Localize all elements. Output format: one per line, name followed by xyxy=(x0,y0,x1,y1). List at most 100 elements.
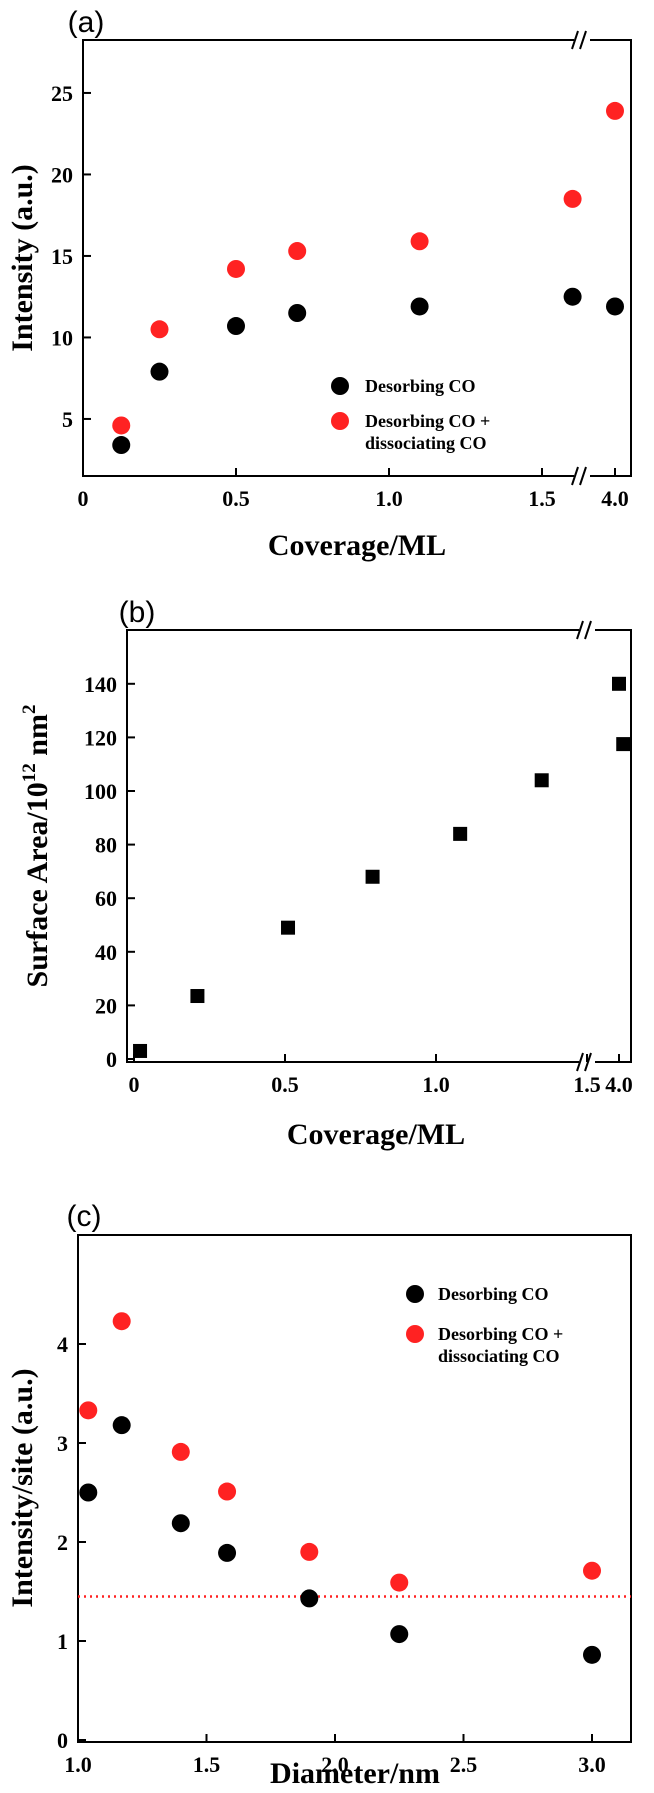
y-tick-label: 5 xyxy=(62,407,73,432)
y-tick-label: 25 xyxy=(51,81,73,106)
y-tick-label: 4 xyxy=(57,1332,68,1357)
legend-marker xyxy=(406,1325,424,1343)
x-tick-label: 1.5 xyxy=(528,486,556,511)
y-tick-label: 120 xyxy=(84,725,117,750)
y-tick-label: 1 xyxy=(57,1629,68,1654)
data-point xyxy=(288,242,307,261)
y-tick-label: 40 xyxy=(95,940,117,965)
x-tick-label: 0.5 xyxy=(271,1072,299,1097)
data-point xyxy=(410,297,429,316)
legend: Desorbing CO Desorbing CO + dissociating C… xyxy=(331,376,490,453)
data-point xyxy=(112,1416,131,1435)
data-point xyxy=(150,362,169,381)
x-tick-label: 1.0 xyxy=(422,1072,450,1097)
y-tick-label: 0 xyxy=(106,1047,117,1072)
x-tick-label: 0.5 xyxy=(222,486,250,511)
x-tick-label: 1.0 xyxy=(375,486,403,511)
axis-break-mark xyxy=(571,466,579,486)
x-tick-label: 4.0 xyxy=(605,1072,633,1097)
chart-panel-c: (c) 1.0 1.5 2.0 2.5 3.0 0 1 2 3 4 Diameter/nm Intens… xyxy=(6,1200,632,1790)
y-tick-label: 100 xyxy=(84,779,117,804)
legend-label: Desorbing CO xyxy=(438,1284,549,1304)
legend-label: Desorbing CO + dissociating CO xyxy=(365,411,490,453)
chart-panel-a: (a) 0 0.5 1.0 1.5 4.0 5 10 15 20 25 Coverage/ML Inte… xyxy=(6,6,632,562)
series-1 xyxy=(112,287,624,455)
x-axis-title: Coverage/ML xyxy=(287,1118,465,1151)
y-axis-title: Surface Area/1012 nm2 xyxy=(19,705,54,988)
chart-panel-b: (b)00.51.01.52.04.0020406080100120140Cov… xyxy=(19,596,633,1151)
data-point xyxy=(171,1442,190,1461)
series-1 xyxy=(79,1416,601,1664)
panel-label: (b) xyxy=(119,596,156,629)
y-tick-label: 2 xyxy=(57,1530,68,1555)
legend: Desorbing CO Desorbing CO + dissociating C… xyxy=(406,1284,563,1366)
data-point xyxy=(365,869,380,884)
data-point xyxy=(616,737,631,752)
data-point xyxy=(410,232,429,251)
axis-break-mark xyxy=(579,30,587,50)
data-point xyxy=(171,1514,190,1533)
legend-marker xyxy=(331,412,349,430)
legend-marker xyxy=(406,1285,424,1303)
legend-label: Desorbing CO + dissociating CO xyxy=(438,1324,563,1366)
data-point xyxy=(583,1645,601,1664)
panel-label: (c) xyxy=(67,1200,102,1233)
data-point xyxy=(453,826,468,841)
axis-break-mark xyxy=(579,466,587,486)
data-point xyxy=(583,1561,601,1580)
data-point xyxy=(563,287,582,306)
legend-marker xyxy=(331,377,349,395)
x-tick-label: 1.5 xyxy=(193,1752,221,1777)
data-point xyxy=(534,773,549,788)
x-tick-label: 2.5 xyxy=(450,1752,478,1777)
y-axis-title: Intensity (a.u.) xyxy=(6,164,39,352)
y-axis-title-exponent: 12 xyxy=(19,763,40,782)
x-tick-label: 0 xyxy=(129,1072,140,1097)
plot-frame xyxy=(126,629,632,1063)
data-point xyxy=(190,989,205,1004)
data-point xyxy=(79,1483,98,1502)
data-point xyxy=(227,317,245,336)
y-tick-label: 20 xyxy=(51,162,73,187)
panel-label: (a) xyxy=(68,6,105,39)
x-tick-label: 1.0 xyxy=(64,1752,92,1777)
y-axis-title-main: Intensity/site (a.u.) xyxy=(6,1368,39,1607)
data-point xyxy=(300,1542,319,1561)
data-point xyxy=(606,101,624,120)
data-point xyxy=(390,1573,409,1592)
data-point xyxy=(288,304,307,322)
x-tick-label: 3.0 xyxy=(578,1752,606,1777)
series-1 xyxy=(133,676,631,1058)
data-point xyxy=(133,1043,148,1058)
data-point xyxy=(79,1401,98,1420)
plot-frame xyxy=(77,1234,632,1743)
x-axis-title: Diameter/nm xyxy=(270,1757,440,1790)
data-point xyxy=(218,1482,237,1501)
y-tick-label: 140 xyxy=(84,672,117,697)
y-tick-label: 80 xyxy=(95,833,117,858)
data-point xyxy=(612,676,626,691)
y-axis-title-unit: nm xyxy=(21,714,54,763)
x-tick-label: 2.0 xyxy=(321,1752,349,1777)
y-tick-label: 10 xyxy=(51,325,73,350)
y-axis-title-main: Surface Area/10 xyxy=(21,782,54,987)
y-tick-label: 15 xyxy=(51,244,73,269)
y-tick-label: 60 xyxy=(95,886,117,911)
x-tick-label: 4.0 xyxy=(601,486,629,511)
plot-frame xyxy=(82,39,632,477)
y-tick-label: 0 xyxy=(57,1728,68,1753)
data-point xyxy=(227,259,245,278)
axis-break-mark xyxy=(584,620,592,640)
legend-label: Desorbing CO xyxy=(365,376,476,396)
x-tick-label: 1.5 xyxy=(573,1072,601,1097)
y-tick-label: 3 xyxy=(57,1431,68,1456)
data-point xyxy=(150,320,169,339)
data-point xyxy=(218,1543,237,1562)
data-point xyxy=(563,189,582,208)
y-axis-title-main: Intensity (a.u.) xyxy=(6,164,39,352)
axis-break-mark xyxy=(576,1052,584,1072)
y-tick-label: 20 xyxy=(95,993,117,1018)
y-axis-title-unit-exponent: 2 xyxy=(19,705,40,715)
data-point xyxy=(390,1625,409,1644)
